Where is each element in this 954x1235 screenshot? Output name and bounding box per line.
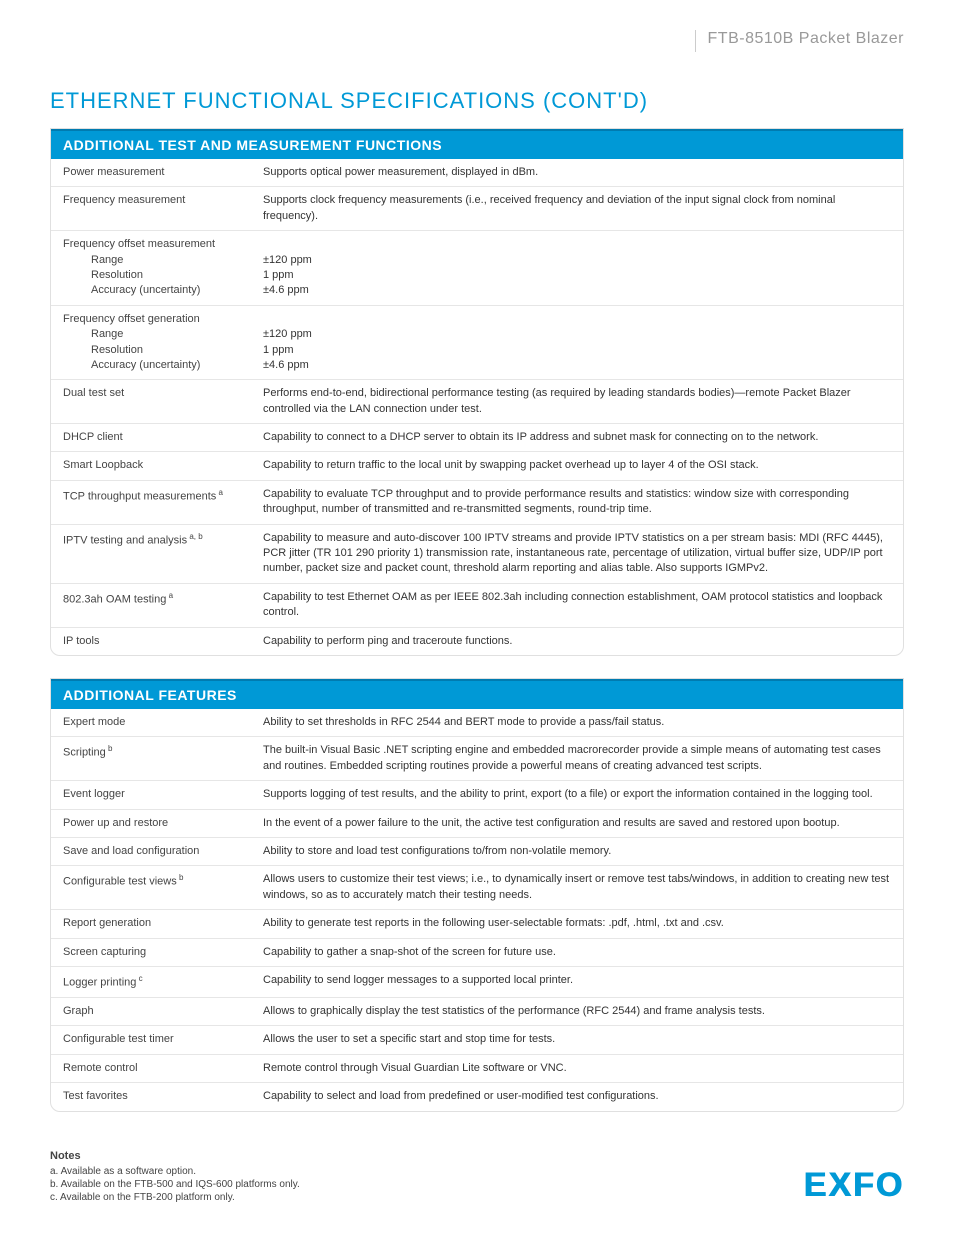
table-row: Power measurementSupports optical power …	[51, 159, 903, 187]
table-row: Save and load configurationAbility to st…	[51, 837, 903, 865]
table-row: Report generationAbility to generate tes…	[51, 910, 903, 938]
table-row: IP toolsCapability to perform ping and t…	[51, 627, 903, 655]
row-desc: Capability to return traffic to the loca…	[251, 452, 903, 480]
row-desc: Allows the user to set a specific start …	[251, 1026, 903, 1054]
row-desc: Allows to graphically display the test s…	[251, 997, 903, 1025]
row-desc: Capability to evaluate TCP throughput an…	[251, 480, 903, 524]
row-label: Power measurement	[51, 159, 251, 187]
row-desc: Capability to measure and auto-discover …	[251, 524, 903, 583]
table-row: Frequency offset generationRangeResoluti…	[51, 305, 903, 380]
row-label: IPTV testing and analysis a, b	[51, 524, 251, 583]
table-row: Test favoritesCapability to select and l…	[51, 1083, 903, 1111]
row-desc: Allows users to customize their test vie…	[251, 866, 903, 910]
section-additional-features: ADDITIONAL FEATURES Expert modeAbility t…	[50, 678, 904, 1112]
row-label: TCP throughput measurements a	[51, 480, 251, 524]
row-label: Expert mode	[51, 709, 251, 737]
row-desc: In the event of a power failure to the u…	[251, 809, 903, 837]
row-label: Smart Loopback	[51, 452, 251, 480]
row-desc: Supports logging of test results, and th…	[251, 781, 903, 809]
page-title: ETHERNET FUNCTIONAL SPECIFICATIONS (CONT…	[50, 88, 904, 114]
note-line: b. Available on the FTB-500 and IQS-600 …	[50, 1179, 300, 1190]
table-row: Configurable test views bAllows users to…	[51, 866, 903, 910]
row-desc: Capability to send logger messages to a …	[251, 966, 903, 997]
table-row: Screen capturingCapability to gather a s…	[51, 938, 903, 966]
row-desc: Supports optical power measurement, disp…	[251, 159, 903, 187]
table-row: GraphAllows to graphically display the t…	[51, 997, 903, 1025]
table-row: Configurable test timerAllows the user t…	[51, 1026, 903, 1054]
notes-title: Notes	[50, 1150, 300, 1162]
table-row: Power up and restoreIn the event of a po…	[51, 809, 903, 837]
row-desc: Capability to perform ping and tracerout…	[251, 627, 903, 655]
table-row: Event loggerSupports logging of test res…	[51, 781, 903, 809]
table-row: DHCP clientCapability to connect to a DH…	[51, 424, 903, 452]
row-label: 802.3ah OAM testing a	[51, 583, 251, 627]
table-row: Frequency measurementSupports clock freq…	[51, 187, 903, 231]
row-desc: The built-in Visual Basic .NET scripting…	[251, 737, 903, 781]
row-label: Scripting b	[51, 737, 251, 781]
row-desc: Capability to gather a snap-shot of the …	[251, 938, 903, 966]
table-row: TCP throughput measurements aCapability …	[51, 480, 903, 524]
table-row: Remote controlRemote control through Vis…	[51, 1054, 903, 1082]
table-row: Frequency offset measurementRangeResolut…	[51, 231, 903, 306]
section-additional-test: ADDITIONAL TEST AND MEASUREMENT FUNCTION…	[50, 128, 904, 656]
row-desc: Ability to set thresholds in RFC 2544 an…	[251, 709, 903, 737]
notes-block: Notes a. Available as a software option.…	[50, 1150, 300, 1205]
spec-table-2: Expert modeAbility to set thresholds in …	[51, 709, 903, 1111]
table-row: IPTV testing and analysis a, bCapability…	[51, 524, 903, 583]
row-label: DHCP client	[51, 424, 251, 452]
note-line: a. Available as a software option.	[50, 1166, 300, 1177]
row-label: Event logger	[51, 781, 251, 809]
table-row: Expert modeAbility to set thresholds in …	[51, 709, 903, 737]
row-desc: Capability to select and load from prede…	[251, 1083, 903, 1111]
row-desc: Performs end-to-end, bidirectional perfo…	[251, 380, 903, 424]
row-label: Frequency offset generationRangeResoluti…	[51, 305, 251, 380]
row-desc: Capability to test Ethernet OAM as per I…	[251, 583, 903, 627]
row-desc: Ability to store and load test configura…	[251, 837, 903, 865]
table-row: Scripting bThe built-in Visual Basic .NE…	[51, 737, 903, 781]
section-header: ADDITIONAL FEATURES	[51, 679, 903, 709]
row-label: Save and load configuration	[51, 837, 251, 865]
row-label: Logger printing c	[51, 966, 251, 997]
row-label: Report generation	[51, 910, 251, 938]
row-desc: ±120 ppm1 ppm±4.6 ppm	[251, 305, 903, 380]
row-label: Remote control	[51, 1054, 251, 1082]
row-label: Configurable test views b	[51, 866, 251, 910]
table-row: Logger printing cCapability to send logg…	[51, 966, 903, 997]
note-line: c. Available on the FTB-200 platform onl…	[50, 1192, 300, 1203]
table-row: Smart LoopbackCapability to return traff…	[51, 452, 903, 480]
section-header: ADDITIONAL TEST AND MEASUREMENT FUNCTION…	[51, 129, 903, 159]
row-desc: Ability to generate test reports in the …	[251, 910, 903, 938]
table-row: 802.3ah OAM testing aCapability to test …	[51, 583, 903, 627]
spec-table-1: Power measurementSupports optical power …	[51, 159, 903, 655]
row-label: Power up and restore	[51, 809, 251, 837]
row-desc: ±120 ppm1 ppm±4.6 ppm	[251, 231, 903, 306]
row-label: Configurable test timer	[51, 1026, 251, 1054]
row-label: IP tools	[51, 627, 251, 655]
row-desc: Capability to connect to a DHCP server t…	[251, 424, 903, 452]
row-desc: Supports clock frequency measurements (i…	[251, 187, 903, 231]
table-row: Dual test setPerforms end-to-end, bidire…	[51, 380, 903, 424]
row-label: Dual test set	[51, 380, 251, 424]
row-desc: Remote control through Visual Guardian L…	[251, 1054, 903, 1082]
exfo-logo: EXFO	[803, 1166, 904, 1205]
row-label: Frequency measurement	[51, 187, 251, 231]
row-label: Frequency offset measurementRangeResolut…	[51, 231, 251, 306]
row-label: Screen capturing	[51, 938, 251, 966]
row-label: Test favorites	[51, 1083, 251, 1111]
row-label: Graph	[51, 997, 251, 1025]
product-name: FTB-8510B Packet Blazer	[695, 30, 904, 52]
